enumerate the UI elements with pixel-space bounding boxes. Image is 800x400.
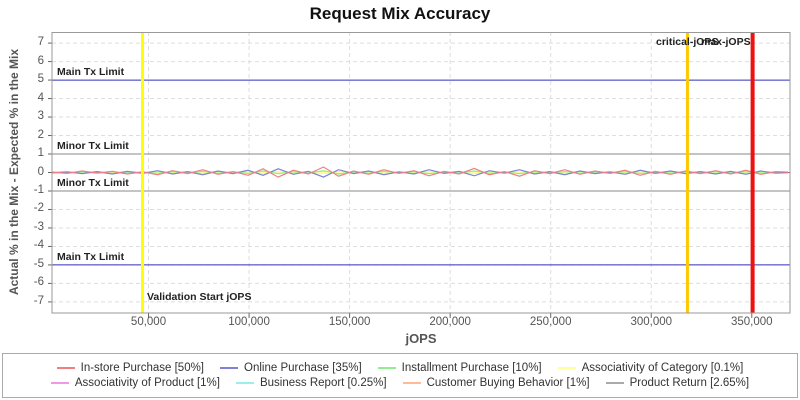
y-tick-label: 5 (37, 73, 44, 86)
y-tick-label: -2 (33, 202, 44, 215)
x-tick-label: 250,000 (529, 316, 572, 328)
legend-item: Associativity of Category [0.1%] (557, 362, 744, 374)
legend-label: Business Report [0.25%] (259, 377, 387, 389)
y-tick-label: 3 (37, 110, 44, 123)
legend-item: Installment Purchase [10%] (377, 362, 542, 374)
legend-marker-line (377, 367, 396, 369)
minor-tx-limit-upper-label: Minor Tx Limit (57, 140, 129, 152)
legend-row: Associativity of Product [1%] Business Re… (3, 377, 797, 389)
y-tick-label: 6 (37, 54, 44, 67)
legend-marker-line (50, 382, 69, 384)
legend-item: Product Return [2.65%] (605, 377, 750, 389)
legend-label: Online Purchase [35%] (244, 362, 362, 374)
main-tx-limit-lower-label: Main Tx Limit (57, 251, 125, 263)
legend-label: Associativity of Product [1%] (74, 377, 220, 389)
legend-marker-line (235, 382, 254, 384)
legend-marker-line (56, 367, 75, 369)
legend-item: Business Report [0.25%] (235, 377, 387, 389)
x-tick-label: 200,000 (429, 316, 471, 328)
y-tick-label: -4 (33, 239, 44, 252)
chart-title: Request Mix Accuracy (309, 4, 491, 23)
series-line (51, 168, 789, 178)
legend-marker-line (605, 382, 624, 384)
y-tick-label: 7 (37, 36, 44, 49)
legend-label: In-store Purchase [50%] (80, 362, 205, 374)
plot-border (51, 32, 791, 314)
y-tick-label: -5 (33, 257, 44, 270)
legend-item: Online Purchase [35%] (220, 362, 362, 374)
chart-legend: In-store Purchase [50%] Online Purchase [… (2, 353, 798, 398)
legend-label: Product Return [2.65%] (629, 377, 750, 389)
x-tick-label: 350,000 (730, 316, 773, 328)
y-tick-label: -7 (33, 294, 44, 307)
main-tx-limit-upper-label: Main Tx Limit (57, 66, 125, 78)
legend-item: In-store Purchase [50%] (56, 362, 205, 374)
legend-label: Installment Purchase [10%] (401, 362, 542, 374)
minor-tx-limit-lower-label: Minor Tx Limit (57, 177, 129, 189)
x-axis-label: jOPS (405, 331, 437, 346)
validation-start-label: Validation Start jOPS (147, 291, 252, 303)
y-tick-label: -6 (33, 276, 44, 289)
y-tick-label: 4 (37, 91, 44, 104)
y-tick-label: -3 (33, 220, 44, 233)
plot-area (48, 32, 791, 318)
y-tick-label: 2 (37, 128, 44, 141)
max-jops-label: max-jOPS (701, 36, 751, 48)
x-tick-label: 50,000 (130, 316, 167, 328)
y-tick-label: 0 (37, 165, 44, 178)
legend-label: Customer Buying Behavior [1%] (426, 377, 590, 389)
x-tick-label: 150,000 (328, 316, 371, 328)
legend-marker-line (402, 382, 421, 384)
legend-item: Associativity of Product [1%] (50, 377, 220, 389)
x-tick-label: 100,000 (228, 316, 270, 328)
legend-row: In-store Purchase [50%] Online Purchase [… (3, 362, 797, 374)
legend-item: Customer Buying Behavior [1%] (402, 377, 590, 389)
y-tick-label: 1 (37, 147, 44, 159)
x-tick-label: 300,000 (630, 316, 673, 328)
y-tick-label: -1 (33, 183, 44, 196)
legend-marker-line (557, 367, 576, 369)
critical-jops-label: critical-jOPS (656, 36, 719, 48)
legend-marker-line (220, 367, 239, 369)
legend-label: Associativity of Category [0.1%] (581, 362, 744, 374)
series-line (51, 166, 789, 178)
